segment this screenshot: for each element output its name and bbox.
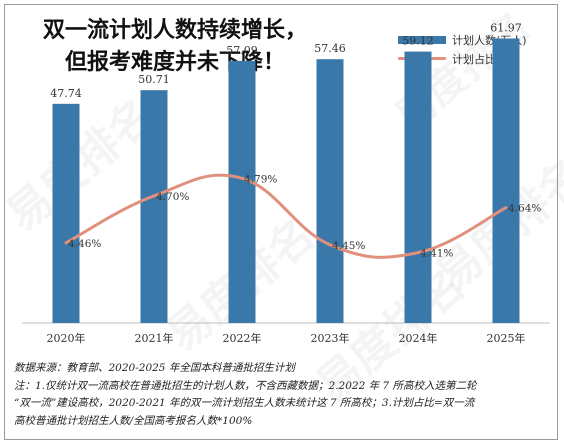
line-value-label-4: 4.41%	[420, 248, 453, 260]
bar-value-label-3: 57.46	[314, 42, 346, 55]
x-tick-label-4: 2024年	[399, 331, 438, 345]
chart-notes: 数据来源：教育部、2020-2025 年全国本科普通批招生计划 注：1.仅统计双…	[14, 360, 554, 430]
bar-3	[316, 59, 344, 324]
bar-5	[492, 38, 520, 323]
x-tick-label-1: 2021年	[135, 331, 174, 345]
bar-4	[404, 51, 432, 324]
note-line-1: 注：1.仅统计双一流高校在普通批招生的计划人数，不含西藏数据；2.2022 年 …	[14, 379, 477, 392]
note-line-3: 高校普通批计划招生人数/全国高考报名人数*100%	[14, 414, 253, 427]
bar-value-label-2: 57.09	[226, 44, 258, 57]
legend-swatch-bar	[398, 35, 446, 44]
bar-2	[228, 60, 256, 323]
chart-title-line-1: 双一流计划人数持续增长，	[42, 17, 307, 43]
series-line-plan-ratio	[64, 173, 508, 259]
x-tick-label-2: 2022年	[223, 331, 262, 345]
line-value-label-5: 4.64%	[508, 203, 541, 215]
legend-label-line: 计划占比	[452, 52, 496, 66]
bar-value-label-0: 47.74	[50, 87, 82, 100]
bar-value-label-1: 50.71	[138, 73, 170, 86]
line-value-label-2: 4.79%	[244, 173, 277, 185]
note-line-2: “双一流”建设高校，2020-2021 年的双一流计划招生人数未统计这 7 所高…	[14, 397, 475, 409]
line-value-label-0: 4.46%	[68, 238, 101, 250]
x-tick-label-0: 2020年	[47, 331, 86, 345]
bar-value-label-5: 61.97	[490, 22, 522, 35]
bar-value-label-4: 59.12	[402, 35, 434, 48]
x-tick-label-3: 2023年	[311, 331, 350, 345]
bar-1	[140, 90, 168, 323]
x-tick-label-5: 2025年	[487, 331, 526, 345]
line-value-label-1: 4.70%	[156, 191, 189, 203]
chart-frame	[4, 4, 558, 440]
line-value-label-3: 4.45%	[332, 240, 365, 252]
note-source: 数据来源：教育部、2020-2025 年全国本科普通批招生计划	[14, 362, 295, 374]
bar-0	[52, 103, 80, 323]
